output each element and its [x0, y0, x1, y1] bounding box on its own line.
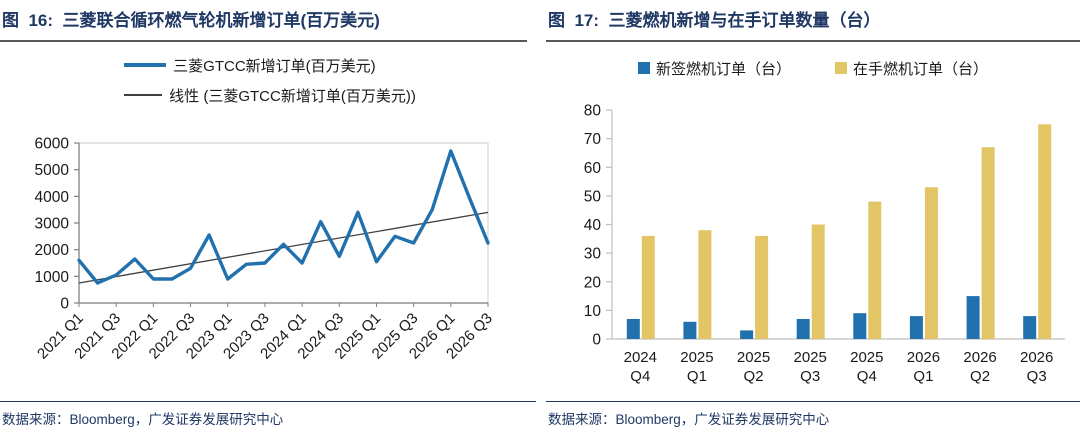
figure-17-legend: 新签燃机订单（台） 在手燃机订单（台）: [546, 58, 1080, 79]
legend-label: 线性 (三菱GTCC新增订单(百万美元)): [169, 87, 416, 105]
x-tick-label-quarter: Q2: [744, 368, 764, 385]
y-tick-label: 6000: [35, 135, 70, 152]
y-tick-label: 80: [584, 102, 602, 119]
gtcc-orders-line-series: [77, 149, 490, 285]
x-tick-label-quarter: Q3: [800, 368, 820, 385]
figure-16-title: 图 16: 三菱联合循环燃气轮机新增订单(百万美元): [0, 0, 527, 42]
bar-backlog-orders: [641, 235, 655, 339]
bar-backlog-orders: [698, 229, 712, 339]
y-tick-label: 5000: [35, 162, 70, 179]
bar-new-orders: [683, 321, 697, 339]
bar-new-orders: [740, 330, 754, 339]
legend-label: 在手燃机订单（台）: [853, 60, 989, 78]
bar-new-orders: [1023, 315, 1037, 339]
figure-16-source: 数据来源：Bloomberg，广发证券发展研究中心: [0, 401, 536, 428]
bar-backlog-orders: [1038, 124, 1052, 339]
y-tick-label: 10: [584, 303, 602, 320]
legend-item-linear-trend: 线性 (三菱GTCC新增订单(百万美元)): [124, 85, 416, 106]
bar-new-orders: [966, 295, 980, 339]
legend-item-gtcc-orders: 三菱GTCC新增订单(百万美元): [124, 55, 376, 76]
bar-new-orders: [626, 318, 640, 339]
x-tick-label-year: 2024: [624, 349, 657, 366]
x-tick-label-year: 2026: [907, 349, 940, 366]
x-tick-label-year: 2026: [963, 349, 996, 366]
bar-backlog-orders: [981, 146, 995, 339]
line-series-swatch: [124, 63, 167, 68]
legend-label: 新签燃机订单（台）: [655, 60, 791, 78]
figure-16-panel: 图 16: 三菱联合循环燃气轮机新增订单(百万美元) 三菱GTCC新增订单(百万…: [0, 0, 536, 428]
yellow-square-swatch: [835, 62, 847, 75]
x-tick-label-quarter: Q3: [1027, 368, 1047, 385]
x-tick-label-quarter: Q4: [857, 368, 877, 385]
bar-backlog-orders: [755, 235, 769, 339]
y-tick-label: 40: [584, 217, 602, 234]
x-tick-label-quarter: Q4: [630, 368, 650, 385]
x-tick-label-year: 2026: [1020, 349, 1053, 366]
x-tick-label-year: 2025: [737, 349, 770, 366]
bar-backlog-orders: [868, 201, 882, 339]
x-tick-label-year: 2025: [680, 349, 713, 366]
x-tick-label-quarter: Q1: [687, 368, 707, 385]
bar-new-orders: [909, 315, 923, 339]
bar-backlog-orders: [924, 187, 938, 339]
y-tick-label: 30: [584, 245, 602, 262]
y-tick-label: 0: [592, 331, 601, 348]
x-tick-label-quarter: Q2: [970, 368, 990, 385]
y-tick-label: 60: [584, 160, 602, 177]
legend-label: 三菱GTCC新增订单(百万美元): [173, 57, 376, 75]
figure-16-legend: 三菱GTCC新增订单(百万美元) 线性 (三菱GTCC新增订单(百万美元)): [124, 55, 416, 106]
y-tick-label: 0: [60, 295, 69, 312]
y-tick-label: 20: [584, 274, 602, 291]
figure-17-source: 数据来源：Bloomberg，广发证券发展研究中心: [546, 401, 1080, 428]
blue-square-swatch: [637, 62, 650, 75]
x-tick-label-year: 2025: [794, 349, 827, 366]
y-tick-label: 2000: [35, 242, 70, 259]
bar-new-orders: [853, 312, 867, 339]
bar-new-orders: [796, 318, 810, 339]
x-tick-label-quarter: Q1: [913, 368, 933, 385]
bar-chart-plot: 0 10 20 30 40 50 60 70 80 2024 Q4 2025 Q1 2025 Q2 2025 Q…: [584, 102, 1065, 385]
figure-17-title: 图 17: 三菱燃机新增与在手订单数量（台）: [546, 0, 1080, 42]
y-tick-label: 70: [584, 131, 602, 148]
y-tick-label: 50: [584, 188, 602, 205]
trend-line-swatch: [124, 94, 163, 97]
x-tick-label-year: 2025: [850, 349, 883, 366]
legend-item-backlog-orders: 在手燃机订单（台）: [835, 58, 988, 79]
figure-17-panel: 图 17: 三菱燃机新增与在手订单数量（台） 新签燃机订单（台） 在手燃机订单（…: [540, 0, 1080, 436]
bar-backlog-orders: [811, 224, 825, 339]
legend-item-new-orders: 新签燃机订单（台）: [637, 58, 791, 79]
y-tick-label: 3000: [35, 215, 70, 232]
y-tick-label: 4000: [35, 189, 70, 206]
y-tick-label: 1000: [35, 269, 70, 286]
